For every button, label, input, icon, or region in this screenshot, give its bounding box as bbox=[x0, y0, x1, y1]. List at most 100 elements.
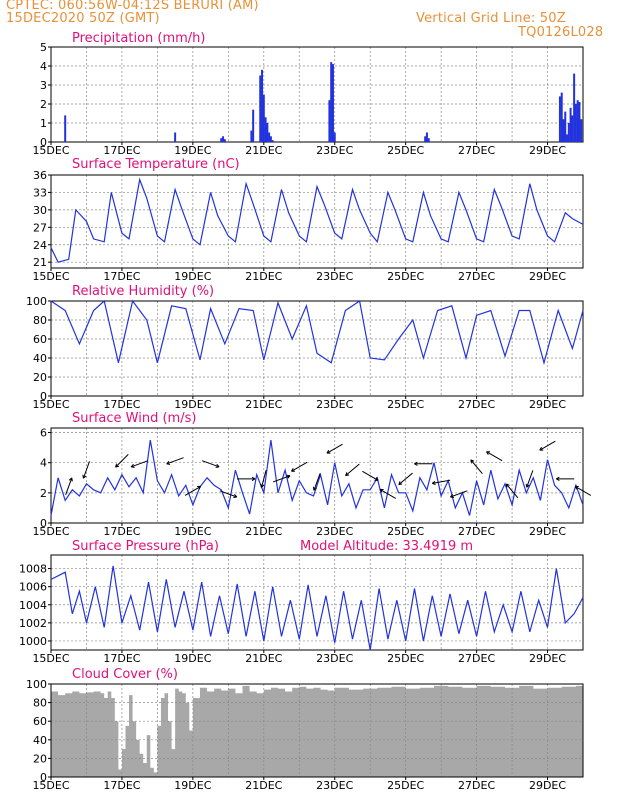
precip-bar bbox=[262, 94, 265, 142]
x-tick-label: 21DEC bbox=[245, 270, 282, 283]
precip-bar bbox=[252, 109, 255, 142]
wind-arrow bbox=[431, 479, 451, 486]
y-tick-label: 21 bbox=[33, 256, 47, 269]
precip-bar bbox=[271, 140, 274, 142]
panel-frame bbox=[50, 174, 584, 269]
precip-bar bbox=[223, 139, 226, 142]
x-tick-label: 19DEC bbox=[174, 270, 211, 283]
precip-bar bbox=[560, 92, 563, 142]
precip-bar bbox=[266, 123, 269, 142]
precip-bar bbox=[328, 100, 331, 142]
y-tick-label: 36 bbox=[33, 169, 47, 182]
x-tick-label: 19DEC bbox=[174, 779, 211, 792]
wind-arrow bbox=[166, 457, 184, 465]
precip-bar bbox=[250, 130, 253, 142]
x-tick-label: 17DEC bbox=[103, 144, 140, 157]
panel-0: Precipitation (mm/h) 0 1 2 3 4 5 15DEC 17DEC 19DE… bbox=[32, 31, 584, 157]
panel-3: Surface Wind (m/s) 0 2 4 6 15DEC 17DEC 19DEC 21D… bbox=[32, 411, 592, 538]
x-tick-label: 29DEC bbox=[529, 525, 566, 538]
panel-title: Precipitation (mm/h) bbox=[72, 31, 205, 46]
x-tick-label: 15DEC bbox=[32, 270, 69, 283]
series-line bbox=[50, 565, 584, 651]
precip-bar bbox=[220, 138, 223, 142]
precip-bar bbox=[269, 136, 272, 142]
x-tick-label: 21DEC bbox=[245, 398, 282, 411]
precip-bar bbox=[580, 119, 583, 142]
wind-arrow bbox=[539, 440, 556, 451]
wind-arrow bbox=[505, 483, 519, 499]
x-tick-label: 15DEC bbox=[32, 525, 69, 538]
wind-arrow bbox=[574, 485, 592, 496]
x-tick-label: 19DEC bbox=[174, 144, 211, 157]
grid bbox=[51, 46, 583, 142]
precip-bar bbox=[427, 138, 430, 142]
x-tick-label: 25DEC bbox=[387, 652, 424, 665]
precip-bar bbox=[567, 123, 570, 142]
y-tick-label: 2 bbox=[40, 487, 47, 500]
x-tick-label: 17DEC bbox=[103, 652, 140, 665]
x-tick-label: 29DEC bbox=[529, 144, 566, 157]
wind-arrow bbox=[219, 490, 238, 499]
panel-4: Surface Pressure (hPa) Model Altitude: 33… bbox=[19, 539, 584, 665]
y-tick-label: 0 bbox=[40, 517, 47, 530]
wind-arrow bbox=[379, 488, 396, 499]
precip-bar bbox=[566, 134, 569, 142]
grid bbox=[51, 683, 583, 777]
panel-2: Relative Humidity (%) 0 20 40 60 80 100 15DEC 17… bbox=[26, 284, 584, 411]
panel-frame bbox=[50, 46, 584, 143]
precip-bar bbox=[425, 132, 428, 142]
y-tick-label: 30 bbox=[33, 204, 47, 217]
precip-bar bbox=[330, 62, 333, 143]
y-tick-label: 33 bbox=[33, 186, 47, 199]
wind-arrow bbox=[184, 485, 202, 496]
x-tick-label: 23DEC bbox=[316, 144, 353, 157]
wind-arrow bbox=[326, 443, 343, 454]
precip-bar bbox=[578, 102, 581, 142]
y-tick-label: 1002 bbox=[19, 617, 47, 630]
wind-arrow bbox=[414, 461, 433, 466]
panel-title: Surface Temperature (nC) bbox=[72, 157, 240, 172]
wind-arrow bbox=[237, 476, 256, 481]
precip-bar bbox=[261, 69, 264, 142]
x-tick-label: 23DEC bbox=[316, 525, 353, 538]
x-tick-label: 15DEC bbox=[32, 144, 69, 157]
series-line bbox=[50, 439, 584, 516]
y-tick-label: 20 bbox=[33, 752, 47, 765]
x-tick-label: 29DEC bbox=[529, 652, 566, 665]
precip-bar bbox=[222, 136, 225, 142]
wind-arrow bbox=[345, 463, 360, 477]
panel-frame bbox=[50, 554, 584, 651]
y-tick-label: 6 bbox=[40, 427, 47, 440]
y-tick-label: 1004 bbox=[19, 599, 47, 612]
precip-bar bbox=[574, 104, 577, 142]
y-tick-label: 1 bbox=[40, 117, 47, 130]
x-tick-label: 17DEC bbox=[103, 270, 140, 283]
x-tick-label: 27DEC bbox=[458, 398, 495, 411]
x-tick-label: 17DEC bbox=[103, 398, 140, 411]
y-tick-label: 100 bbox=[26, 295, 47, 308]
y-tick-label: 60 bbox=[33, 715, 47, 728]
precip-bar bbox=[569, 107, 572, 142]
precip-bar bbox=[562, 119, 565, 142]
x-tick-label: 29DEC bbox=[529, 398, 566, 411]
x-tick-label: 23DEC bbox=[316, 652, 353, 665]
x-tick-label: 25DEC bbox=[387, 525, 424, 538]
x-tick-label: 25DEC bbox=[387, 779, 424, 792]
x-tick-label: 19DEC bbox=[174, 525, 211, 538]
y-tick-label: 60 bbox=[33, 333, 47, 346]
cloud-cover-area bbox=[51, 685, 583, 777]
y-tick-label: 4 bbox=[40, 60, 47, 73]
y-tick-label: 3 bbox=[40, 79, 47, 92]
x-tick-label: 19DEC bbox=[174, 398, 211, 411]
header-datetime: 15DEC2020 50Z (GMT) bbox=[6, 11, 160, 26]
x-tick-label: 19DEC bbox=[174, 652, 211, 665]
x-tick-label: 25DEC bbox=[387, 398, 424, 411]
y-tick-label: 40 bbox=[33, 352, 47, 365]
y-tick-label: 0 bbox=[40, 390, 47, 403]
precip-bar bbox=[573, 73, 576, 142]
panel-frame bbox=[50, 683, 584, 778]
y-tick-label: 0 bbox=[40, 136, 47, 149]
x-tick-label: 23DEC bbox=[316, 779, 353, 792]
x-tick-label: 27DEC bbox=[458, 779, 495, 792]
x-tick-label: 17DEC bbox=[103, 779, 140, 792]
